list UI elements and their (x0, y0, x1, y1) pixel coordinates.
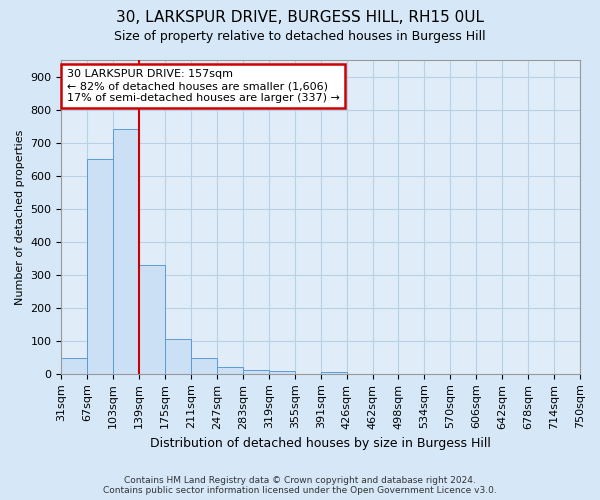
Bar (165, 339, 191, 374)
Bar (61, 358, 88, 374)
Y-axis label: Number of detached properties: Number of detached properties (15, 129, 25, 304)
Bar (88, 159, 113, 374)
Bar (321, 372, 347, 374)
Bar (269, 371, 295, 374)
Text: 30, LARKSPUR DRIVE, BURGESS HILL, RH15 0UL: 30, LARKSPUR DRIVE, BURGESS HILL, RH15 0… (116, 10, 484, 25)
X-axis label: Distribution of detached houses by size in Burgess Hill: Distribution of detached houses by size … (150, 437, 491, 450)
Bar (243, 370, 269, 374)
Bar (113, 130, 139, 374)
Bar (217, 366, 243, 374)
Text: Size of property relative to detached houses in Burgess Hill: Size of property relative to detached ho… (114, 30, 486, 43)
Text: 30 LARKSPUR DRIVE: 157sqm
← 82% of detached houses are smaller (1,606)
17% of se: 30 LARKSPUR DRIVE: 157sqm ← 82% of detac… (67, 70, 340, 102)
Text: Contains HM Land Registry data © Crown copyright and database right 2024.
Contai: Contains HM Land Registry data © Crown c… (103, 476, 497, 495)
Bar (191, 358, 217, 374)
Bar (139, 265, 165, 374)
